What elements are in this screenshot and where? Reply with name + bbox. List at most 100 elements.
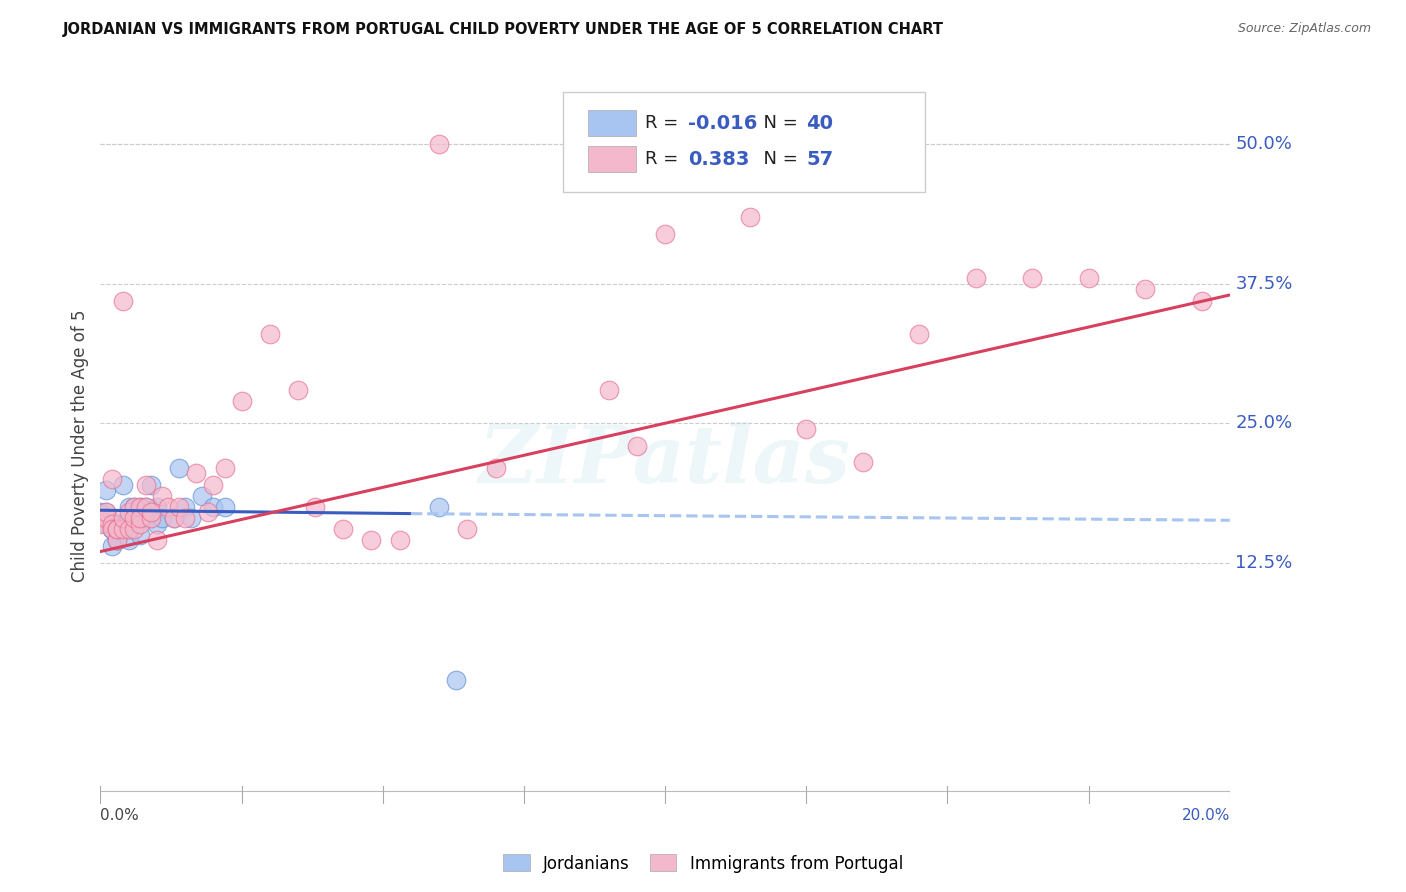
Point [738, 210, 761, 224]
Point [100, 472, 122, 486]
Point [117, 522, 139, 536]
Point [135, 477, 157, 491]
Point [105, 516, 128, 531]
Point [111, 516, 134, 531]
Point [852, 455, 875, 469]
Point [105, 533, 128, 548]
Point [111, 511, 134, 525]
Point [1133, 282, 1156, 296]
Point [89, 506, 111, 520]
Point [105, 533, 128, 548]
Point [214, 461, 236, 475]
Point [965, 271, 987, 285]
Point [427, 137, 450, 152]
Point [427, 500, 450, 514]
Point [122, 500, 145, 514]
Point [141, 477, 163, 491]
Point [654, 227, 676, 241]
Point [1191, 293, 1213, 308]
Point [105, 522, 128, 536]
Text: 57: 57 [806, 150, 834, 169]
Point [908, 326, 931, 341]
Point [794, 422, 817, 436]
Point [1021, 271, 1043, 285]
Point [163, 511, 186, 525]
Point [1077, 271, 1099, 285]
Point [105, 516, 128, 531]
Point [141, 511, 163, 525]
Point [163, 511, 186, 525]
Y-axis label: Child Poverty Under the Age of 5: Child Poverty Under the Age of 5 [72, 310, 89, 582]
Point [202, 477, 225, 491]
Point [94, 483, 117, 498]
Point [360, 533, 382, 548]
Point [100, 516, 122, 531]
Point [117, 511, 139, 525]
Text: 12.5%: 12.5% [1236, 554, 1292, 572]
Point [89, 511, 111, 525]
Text: 25.0%: 25.0% [1236, 414, 1292, 433]
Point [598, 383, 620, 397]
Point [141, 506, 163, 520]
Text: N =: N = [752, 150, 803, 169]
Point [202, 500, 225, 514]
Point [197, 506, 219, 520]
Point [89, 516, 111, 531]
Point [100, 522, 122, 536]
Text: 20.0%: 20.0% [1181, 808, 1230, 823]
Text: R =: R = [645, 114, 683, 132]
Point [146, 516, 169, 531]
Point [304, 500, 326, 514]
Point [444, 673, 467, 687]
Point [128, 516, 150, 531]
Text: N =: N = [752, 114, 803, 132]
Text: 0.0%: 0.0% [100, 808, 139, 823]
Text: 37.5%: 37.5% [1236, 275, 1292, 293]
Point [122, 511, 145, 525]
Point [146, 500, 169, 514]
FancyBboxPatch shape [588, 146, 636, 172]
Point [94, 506, 117, 520]
Point [122, 511, 145, 525]
Point [111, 293, 134, 308]
Point [174, 500, 197, 514]
Point [135, 511, 157, 525]
Point [259, 326, 281, 341]
Point [626, 439, 648, 453]
Point [111, 522, 134, 536]
Point [94, 511, 117, 525]
Point [485, 461, 508, 475]
Point [141, 511, 163, 525]
Point [111, 477, 134, 491]
Point [128, 511, 150, 525]
Point [105, 522, 128, 536]
Point [105, 533, 128, 548]
Text: 50.0%: 50.0% [1236, 136, 1292, 153]
FancyBboxPatch shape [588, 110, 636, 136]
FancyBboxPatch shape [564, 92, 925, 192]
Point [152, 511, 174, 525]
Point [186, 467, 208, 481]
Point [287, 383, 309, 397]
Point [135, 500, 157, 514]
Point [128, 528, 150, 542]
Point [146, 533, 169, 548]
Point [117, 500, 139, 514]
Point [157, 500, 180, 514]
Point [456, 522, 478, 536]
Text: 0.383: 0.383 [688, 150, 749, 169]
Point [94, 506, 117, 520]
Point [94, 511, 117, 525]
Point [214, 500, 236, 514]
Point [100, 539, 122, 553]
Point [122, 500, 145, 514]
Text: -0.016: -0.016 [688, 113, 756, 133]
Point [100, 522, 122, 536]
Point [128, 500, 150, 514]
Text: R =: R = [645, 150, 689, 169]
Point [135, 500, 157, 514]
Legend: Jordanians, Immigrants from Portugal: Jordanians, Immigrants from Portugal [496, 847, 910, 880]
Point [100, 522, 122, 536]
Point [117, 533, 139, 548]
Point [122, 516, 145, 531]
